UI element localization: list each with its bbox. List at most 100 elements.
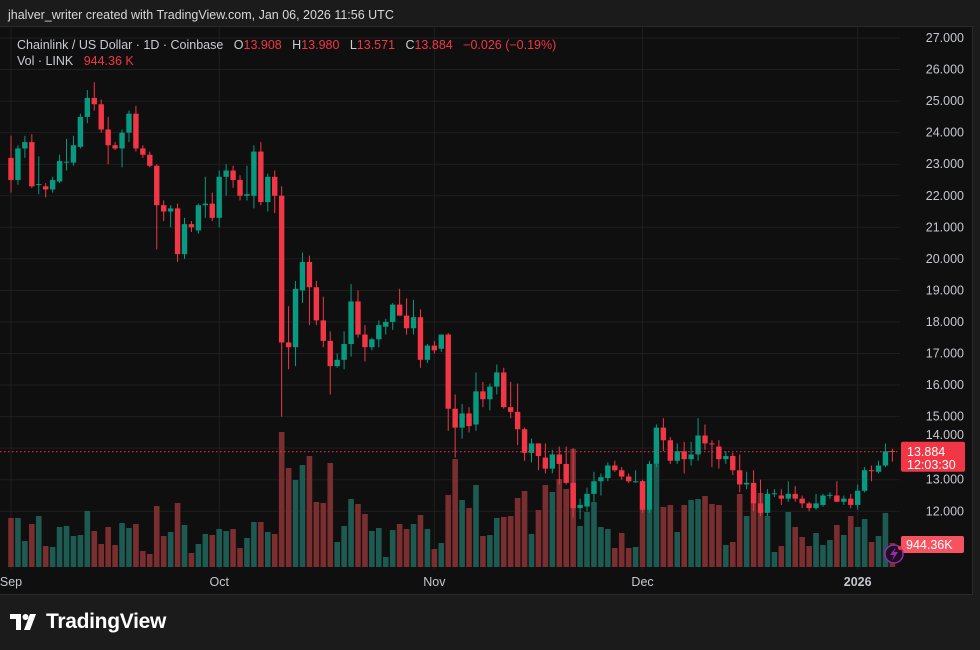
candle-body (764, 493, 771, 513)
candle (36, 156, 42, 195)
candle-body (792, 493, 798, 499)
volume-bar (646, 509, 653, 567)
candle (237, 175, 243, 201)
candle (716, 440, 722, 469)
volume-bar (743, 515, 750, 567)
volume-bar (653, 464, 660, 567)
volume-bar (591, 501, 597, 567)
candle (147, 151, 153, 168)
candle (625, 473, 632, 483)
candle-body (188, 224, 195, 228)
candle (43, 183, 49, 198)
volume-bar (209, 535, 216, 567)
candle (702, 424, 708, 450)
volume-bar (667, 504, 674, 567)
candle (341, 331, 347, 370)
lightning-icon-bolt (890, 547, 898, 561)
candle (369, 337, 375, 351)
volume-bar (417, 515, 424, 567)
candle-body (63, 161, 70, 163)
volume-bar (598, 527, 604, 567)
price-axis-label: 19.000 (926, 283, 964, 297)
candle (244, 165, 250, 201)
candle-body (730, 456, 736, 471)
volume-bar (29, 524, 35, 567)
candle (646, 460, 653, 513)
candle (174, 203, 181, 263)
candle-body (383, 321, 389, 327)
candle (202, 176, 209, 218)
candle (889, 448, 896, 462)
candle (521, 427, 528, 461)
candle-body (70, 145, 77, 163)
candle (612, 460, 618, 472)
candle (195, 203, 202, 234)
volume-bar (188, 552, 195, 567)
candle-body (577, 504, 583, 509)
candle-body (459, 413, 465, 428)
candle-body (306, 262, 313, 288)
volume-bar (688, 500, 694, 567)
volume-bar (431, 549, 438, 567)
candle (584, 487, 590, 512)
candle (84, 90, 91, 124)
candle (861, 467, 868, 493)
volume-bar (195, 544, 202, 567)
candle (688, 441, 694, 466)
lightning-icon[interactable] (884, 544, 904, 564)
candle-body (445, 334, 451, 409)
candle (501, 367, 507, 409)
volume-bar (556, 478, 563, 567)
candle (390, 303, 396, 330)
candle-body (619, 470, 625, 477)
candle (806, 501, 812, 512)
volume-tag-value: 944.36K (906, 538, 953, 552)
candle-body (285, 342, 292, 348)
candle (355, 290, 361, 338)
volume-bar (605, 529, 611, 567)
price-axis-label: 21.000 (926, 220, 964, 234)
candle (598, 473, 604, 496)
candle (15, 145, 21, 185)
volume-bar (778, 546, 785, 567)
candle (438, 334, 444, 352)
volume-bar (681, 504, 687, 567)
candle (605, 462, 611, 482)
candle-body (209, 203, 215, 218)
candle (792, 486, 798, 502)
candle (285, 306, 292, 370)
candle (209, 192, 215, 221)
chart-panel[interactable]: 27.000 26.000 25.000 24.000 23.000 22.000 21.0… (0, 26, 973, 595)
candle-body (195, 205, 202, 231)
tradingview-logo[interactable]: TradingView (10, 610, 166, 634)
volume-bar (63, 526, 70, 567)
volume-bar (847, 515, 854, 567)
volume-bar (480, 535, 486, 567)
candle (882, 443, 889, 468)
volume-bar (834, 524, 840, 567)
candlestick-chart[interactable]: 27.000 26.000 25.000 24.000 23.000 22.000 21.0… (0, 27, 972, 594)
candle-body (56, 161, 63, 182)
candle-body (334, 359, 340, 367)
candle (480, 381, 486, 408)
candle (49, 176, 56, 193)
candle-body (417, 317, 424, 360)
time-axis-label: Dec (631, 575, 653, 589)
candle (827, 492, 833, 499)
price-axis-label: 18.000 (926, 315, 964, 329)
legend-high-label: H (292, 38, 302, 52)
candle-body (653, 427, 660, 464)
legend-symbol: Chainlink / US Dollar · 1D · Coinbase (17, 38, 224, 52)
candle-body (598, 477, 604, 482)
candle-body (778, 495, 785, 499)
candle (730, 452, 736, 475)
volume-bar (611, 547, 618, 567)
volume-bar (244, 538, 250, 567)
candle (848, 493, 854, 509)
candle (417, 309, 424, 368)
candle-body (140, 148, 146, 155)
candle (348, 284, 354, 357)
candle (709, 440, 715, 468)
volume-bar (271, 533, 278, 567)
